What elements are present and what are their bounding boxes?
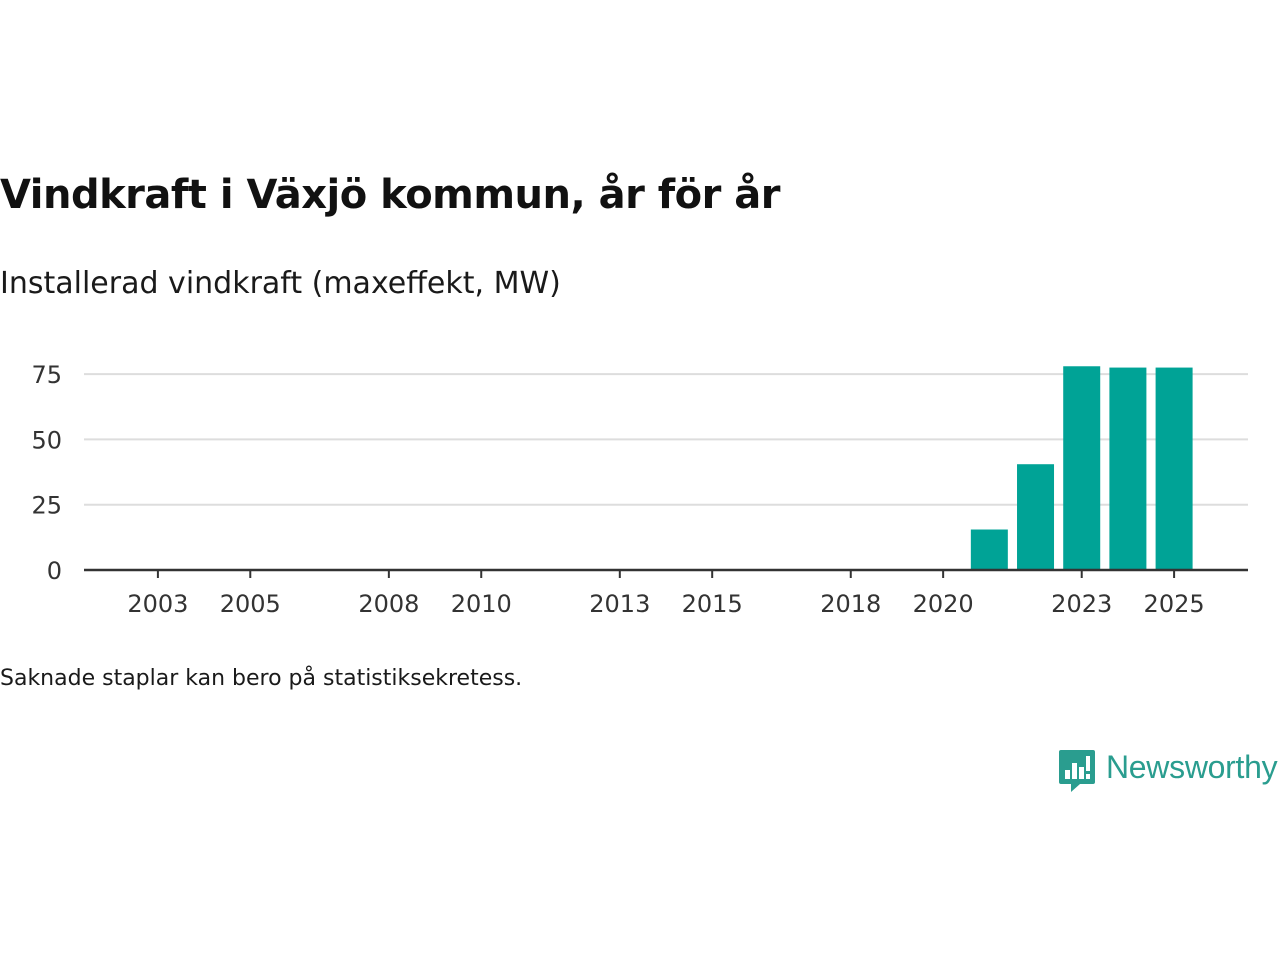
chart-subtitle: Installerad vindkraft (maxeffekt, MW) — [0, 266, 561, 301]
bar-2022 — [1017, 464, 1055, 570]
y-tick-label: 0 — [47, 557, 62, 585]
x-tick-label: 2018 — [820, 590, 881, 618]
x-tick-label: 2010 — [451, 590, 512, 618]
x-tick-label: 2020 — [913, 590, 974, 618]
chart-title: Vindkraft i Växjö kommun, år för år — [0, 172, 781, 218]
y-tick-labels: 0 25 50 75 — [31, 361, 62, 585]
x-tick-label: 2013 — [589, 590, 650, 618]
newsworthy-brand[interactable]: Newsworthy — [1058, 748, 1278, 794]
x-tick-label: 2015 — [682, 590, 743, 618]
bar-2023 — [1063, 366, 1101, 570]
x-tick-label: 2003 — [127, 590, 188, 618]
bar-2024 — [1109, 367, 1147, 570]
x-tick-label: 2005 — [220, 590, 281, 618]
y-tick-label: 75 — [31, 361, 62, 389]
x-tick-label: 2025 — [1144, 590, 1205, 618]
bar-2025 — [1155, 367, 1193, 570]
bars — [970, 366, 1193, 570]
newsworthy-logo-icon — [1059, 750, 1095, 792]
x-tick-label: 2008 — [358, 590, 419, 618]
y-tick-label: 50 — [31, 426, 62, 454]
x-tick-labels: 2003 2005 2008 2010 2013 2015 2018 2020 2023 2025 — [127, 590, 1204, 618]
y-tick-label: 25 — [31, 492, 62, 520]
brand-name: Newsworthy — [1106, 749, 1278, 785]
footnote: Saknade staplar kan bero på statistiksek… — [0, 666, 523, 691]
x-tick-label: 2023 — [1051, 590, 1112, 618]
bar-2021 — [970, 529, 1008, 570]
x-axis — [84, 568, 1248, 578]
bar-chart: 0 25 50 75 2003 2005 2008 2010 2013 2015 2018 2020… — [31, 361, 1248, 618]
